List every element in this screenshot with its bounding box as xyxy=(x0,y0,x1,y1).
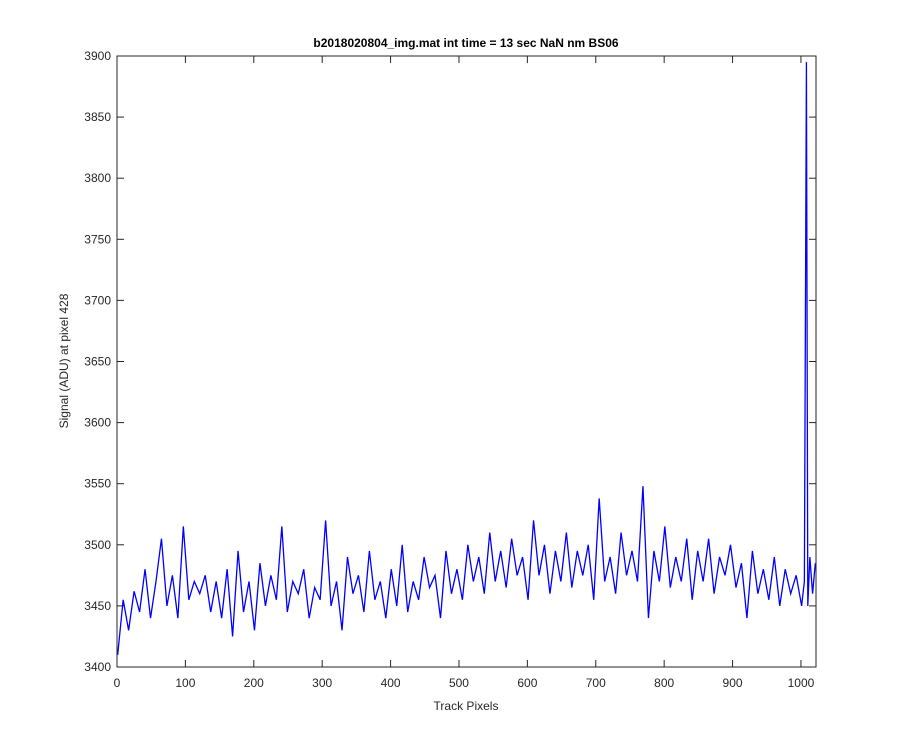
x-tick-label: 800 xyxy=(654,676,674,690)
y-tick-label: 3400 xyxy=(84,660,111,674)
x-axis-label: Track Pixels xyxy=(434,699,499,713)
y-tick-label: 3700 xyxy=(84,293,111,307)
x-tick-label: 100 xyxy=(175,676,195,690)
y-tick-label: 3800 xyxy=(84,171,111,185)
y-tick-label: 3500 xyxy=(84,538,111,552)
plot-area xyxy=(117,56,816,667)
x-tick-label: 700 xyxy=(586,676,606,690)
x-tick-label: 900 xyxy=(723,676,743,690)
y-tick-label: 3900 xyxy=(84,49,111,63)
data-line xyxy=(117,62,816,655)
y-tick-label: 3750 xyxy=(84,232,111,246)
x-tick-label: 200 xyxy=(244,676,264,690)
chart-title: b2018020804_img.mat int time = 13 sec Na… xyxy=(313,36,618,50)
axes-box xyxy=(116,55,817,668)
x-tick-label: 400 xyxy=(381,676,401,690)
y-tick-label: 3450 xyxy=(84,599,111,613)
y-tick-label: 3550 xyxy=(84,477,111,491)
x-tick-label: 600 xyxy=(517,676,537,690)
x-tick-label: 300 xyxy=(312,676,332,690)
y-tick-label: 3600 xyxy=(84,416,111,430)
x-tick-label: 0 xyxy=(114,676,121,690)
y-axis-label: Signal (ADU) at pixel 428 xyxy=(57,293,71,428)
y-tick-label: 3850 xyxy=(84,110,111,124)
x-tick-label: 500 xyxy=(449,676,469,690)
x-tick-label: 1000 xyxy=(788,676,815,690)
y-tick-label: 3650 xyxy=(84,355,111,369)
